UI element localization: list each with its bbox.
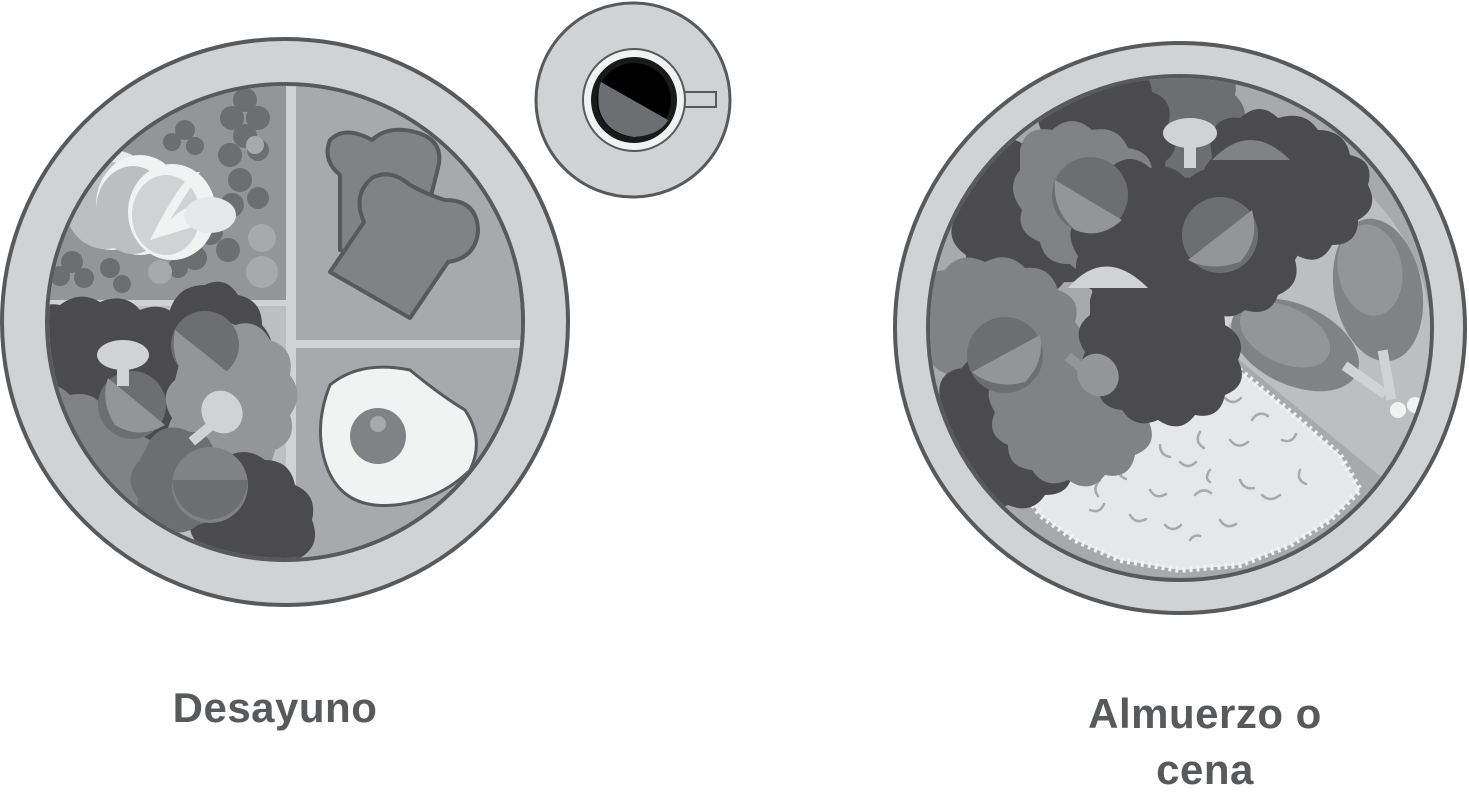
plate-divider-vertical: [286, 86, 296, 558]
lunch-plate-icon: [893, 41, 1467, 615]
lunch-salad-icon: [930, 78, 1373, 511]
rice-grains: [1088, 396, 1308, 542]
mushroom-icon: [1163, 118, 1217, 168]
cup-handle: [682, 91, 717, 108]
toast-icon: [325, 127, 480, 320]
breakfast-caption: Desayuno: [172, 684, 378, 731]
rice-section: [1026, 345, 1364, 574]
breakfast-plate-icon: [0, 37, 570, 607]
chicken-drumstick-icon: [1231, 218, 1424, 418]
egg-yolk: [350, 408, 406, 464]
plate-divider-left: [49, 300, 290, 306]
lunch-dinner-caption: Almuerzo o cena: [1088, 690, 1322, 793]
coffee-cup-icon: [534, 1, 732, 199]
mushroom-icon: [97, 340, 149, 386]
plate-divider-horizontal: [296, 340, 521, 348]
